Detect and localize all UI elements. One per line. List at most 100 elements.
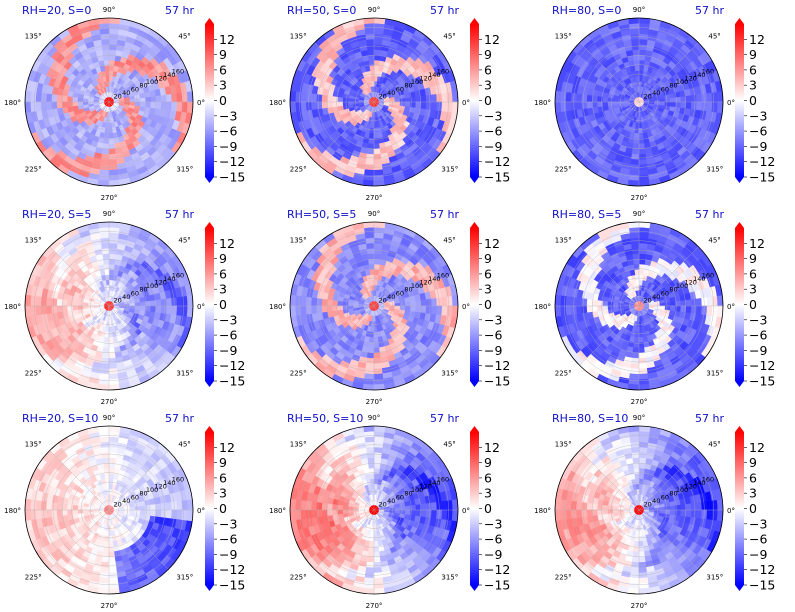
heatmap-cell xyxy=(108,242,118,250)
heatmap-cell xyxy=(425,298,433,307)
colorbar-tick-label: 9 xyxy=(219,47,227,62)
heatmap-cell xyxy=(638,373,649,380)
heatmap-cell xyxy=(108,253,117,260)
heatmap-cell xyxy=(357,303,364,307)
heatmap-cell xyxy=(165,101,173,111)
radial-tick-label: 20 xyxy=(113,296,121,304)
radial-tick-label: 120 xyxy=(155,279,167,287)
heatmap-cell xyxy=(580,101,588,110)
heatmap-cell xyxy=(100,38,110,46)
heatmap-cell xyxy=(315,305,323,314)
heatmap-cell xyxy=(685,305,692,314)
colorbar-extend-bottom xyxy=(470,177,479,183)
colorbar-tick-label: 12 xyxy=(484,236,500,251)
heatmap-cell xyxy=(399,101,406,107)
heatmap-cell xyxy=(441,305,448,316)
heatmap-cell xyxy=(56,305,63,314)
radial-tick-label: 20 xyxy=(643,92,651,100)
heatmap-cell xyxy=(101,43,110,51)
heatmap-cell xyxy=(430,93,438,103)
heatmap-cell xyxy=(106,112,110,119)
colorbar-tick-label: −6 xyxy=(484,124,502,139)
heatmap-cell xyxy=(45,297,53,307)
radial-tick-label: 120 xyxy=(685,75,697,83)
polar-plot: 90°45°0°315°270°225°180°135°20 40 60 801001… xyxy=(4,210,245,406)
heatmap-cell xyxy=(690,305,698,314)
colorbar-tick-label: 6 xyxy=(749,266,757,281)
heatmap-cell xyxy=(586,305,593,314)
radial-tick-label: 140 xyxy=(428,275,440,283)
heatmap-cell xyxy=(363,174,375,182)
heatmap-cell xyxy=(559,295,567,307)
heatmap-cell xyxy=(565,305,572,316)
angle-tick-label: 315° xyxy=(441,165,458,173)
angle-tick-label: 225° xyxy=(290,369,307,377)
heatmap-cell xyxy=(373,362,383,370)
radial-tick-label: 100 xyxy=(411,282,423,290)
heatmap-cell xyxy=(601,300,609,307)
heatmap-cell xyxy=(366,247,375,255)
angle-tick-label: 90° xyxy=(633,6,645,14)
heatmap-cell xyxy=(638,232,649,239)
heatmap-cell xyxy=(638,38,648,46)
heatmap-cell xyxy=(425,94,433,103)
colorbar-tick-label: 0 xyxy=(484,297,492,312)
colorbar xyxy=(470,24,479,177)
heatmap-cell xyxy=(425,101,433,110)
colorbar-tick-label: −6 xyxy=(484,328,502,343)
radial-tick-label: 120 xyxy=(685,279,697,287)
heatmap-cell xyxy=(446,91,454,103)
angle-tick-label: 0° xyxy=(727,303,735,311)
heatmap-cell xyxy=(629,28,640,35)
heatmap-cell xyxy=(181,91,189,103)
angular-gridline xyxy=(108,305,169,366)
heatmap-cell xyxy=(364,373,375,380)
polar-frame xyxy=(554,17,724,187)
heatmap-cell xyxy=(394,101,401,106)
heatmap-cell xyxy=(101,253,110,260)
polar-panel: RH=80, S=5 57 hr 90° 45° 0° 315° 270° 225° 180° 1… xyxy=(530,204,795,408)
colorbar-tick-label: 3 xyxy=(749,282,757,297)
heatmap-cell xyxy=(636,316,640,323)
colorbar-tick-label: −6 xyxy=(219,328,237,343)
heatmap-cell xyxy=(649,101,656,105)
heatmap-cell xyxy=(176,305,183,316)
heatmap-cell xyxy=(695,101,703,111)
heatmap-cell xyxy=(176,92,183,103)
colorbar-tick-label: −12 xyxy=(484,154,510,169)
colorbar-extend-bottom xyxy=(735,381,744,387)
heatmap-cell xyxy=(420,94,427,103)
heatmap-cell xyxy=(634,127,640,134)
colorbar-tick-label: −15 xyxy=(484,374,510,389)
panel-title: RH=50, S=5 xyxy=(287,208,357,221)
angular-gridline xyxy=(579,42,640,103)
heatmap-cell xyxy=(294,305,302,317)
heatmap-cell xyxy=(631,49,640,56)
heatmap-cell xyxy=(607,97,614,103)
heatmap-cell xyxy=(638,274,644,281)
heatmap-cell xyxy=(371,112,375,119)
heatmap-cell xyxy=(384,305,391,309)
heatmap-cell xyxy=(373,226,385,234)
colorbar-tick-label: 9 xyxy=(484,47,492,62)
radial-tick-label: 80 xyxy=(404,82,412,90)
heatmap-cell xyxy=(659,305,666,310)
heatmap-cell xyxy=(315,94,323,103)
angular-gridline xyxy=(49,246,110,307)
heatmap-cell xyxy=(108,158,118,166)
radial-tick-label: 60 xyxy=(131,289,139,297)
heatmap-cell xyxy=(706,296,713,307)
heatmap-cell xyxy=(373,373,384,380)
heatmap-cell xyxy=(101,352,110,359)
heatmap-cell xyxy=(357,99,364,103)
heatmap-cell xyxy=(559,305,567,317)
heatmap-cell xyxy=(45,93,53,103)
polar-grid xyxy=(290,18,458,186)
heatmap-cell xyxy=(580,305,588,314)
angle-tick-label: 45° xyxy=(708,33,720,41)
heatmap-cell xyxy=(77,301,84,307)
colorbar-tick-label: −3 xyxy=(219,312,237,327)
time-label: 57 hr xyxy=(430,4,459,17)
heatmap-cell xyxy=(108,148,117,155)
heatmap-cell xyxy=(160,94,168,103)
